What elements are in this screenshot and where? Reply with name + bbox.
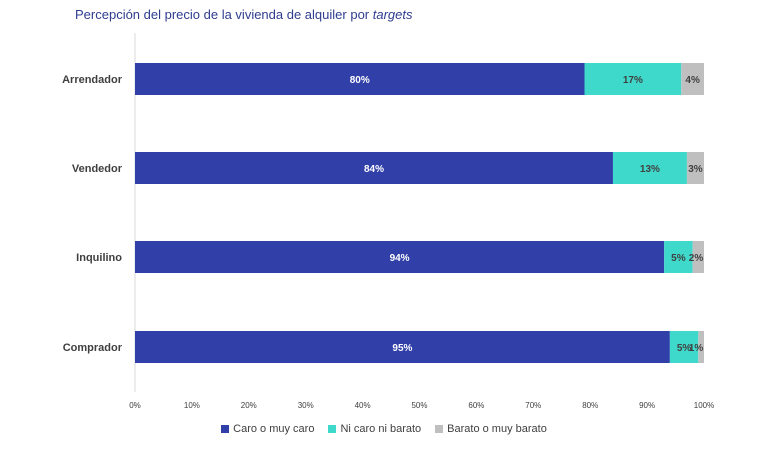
bar-segment-barato-o-muy-barato [698, 331, 704, 363]
data-label: 5% [677, 343, 692, 354]
x-tick-label: 100% [694, 401, 714, 410]
legend-item: Caro o muy caro [221, 423, 314, 435]
legend-swatch [435, 425, 444, 433]
category-label: Comprador [63, 342, 123, 354]
chart-title-emphasis: targets [372, 7, 413, 22]
legend-label: Ni caro ni barato [340, 423, 422, 435]
data-label: 1% [689, 343, 704, 354]
data-label: 3% [688, 164, 703, 175]
legend-label: Caro o muy caro [233, 423, 315, 435]
category-label: Inquilino [76, 252, 122, 264]
x-tick-label: 90% [639, 401, 655, 410]
legend-label: Barato o muy barato [447, 423, 547, 435]
x-tick-label: 80% [582, 401, 598, 410]
x-tick-label: 10% [184, 401, 200, 410]
legend-item: Barato o muy barato [435, 423, 547, 435]
x-tick-label: 20% [241, 401, 257, 410]
bar-segment-ni-caro-ni-barato [612, 152, 687, 184]
category-label: Vendedor [72, 163, 123, 175]
data-label: 13% [640, 164, 660, 175]
chart-title: Percepción del precio de la vivienda de … [75, 7, 413, 22]
chart-legend: Caro o muy caro Ni caro ni barato Barato o… [0, 423, 768, 435]
category-label: Arrendador [62, 74, 123, 86]
bar-segment-barato-o-muy-barato [692, 241, 704, 273]
x-tick-label: 50% [411, 401, 427, 410]
bar-segment-caro-o-muy-caro [135, 331, 670, 363]
bar-segment-caro-o-muy-caro [135, 241, 665, 273]
x-tick-label: 60% [468, 401, 484, 410]
bar-segment-ni-caro-ni-barato [584, 63, 682, 95]
data-label: 80% [350, 75, 370, 86]
legend-swatch [221, 425, 230, 433]
data-label: 17% [623, 75, 643, 86]
bar-segment-ni-caro-ni-barato [664, 241, 693, 273]
data-label: 94% [390, 253, 410, 264]
bar-segment-caro-o-muy-caro [135, 152, 613, 184]
data-label: 4% [685, 75, 700, 86]
x-tick-label: 0% [129, 401, 141, 410]
data-label: 95% [392, 343, 412, 354]
data-label: 5% [671, 253, 686, 264]
bar-segment-caro-o-muy-caro [135, 63, 585, 95]
bar-segment-barato-o-muy-barato [681, 63, 704, 95]
legend-swatch [328, 425, 337, 433]
bar-segment-ni-caro-ni-barato [669, 331, 699, 363]
data-label: 84% [364, 164, 384, 175]
x-tick-label: 40% [355, 401, 371, 410]
bar-segment-barato-o-muy-barato [686, 152, 704, 184]
x-tick-label: 30% [298, 401, 314, 410]
legend-item: Ni caro ni barato [328, 423, 421, 435]
data-label: 2% [689, 253, 704, 264]
x-tick-label: 70% [525, 401, 541, 410]
